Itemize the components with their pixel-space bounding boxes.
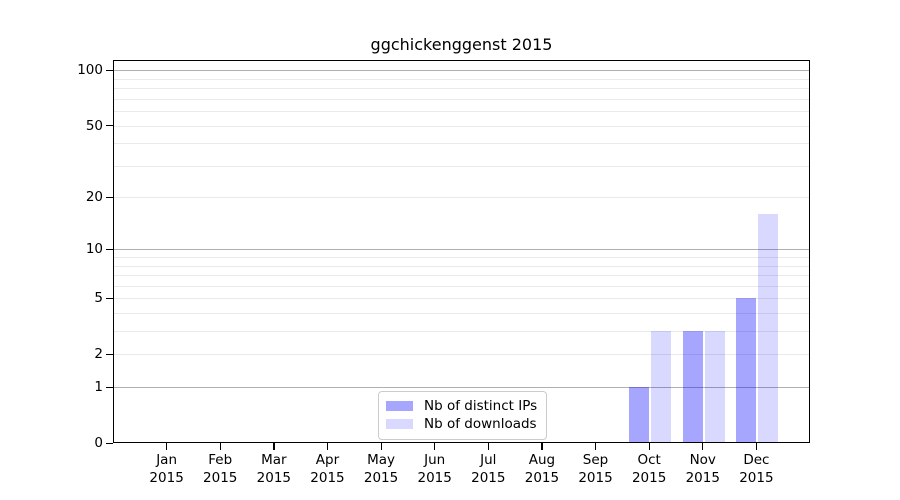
- x-tick-mark: [487, 443, 489, 450]
- y-tick-mark: [106, 442, 113, 444]
- x-tick-mark: [326, 443, 329, 450]
- legend-label: Nb of distinct IPs: [424, 398, 538, 414]
- y-tick-mark: [106, 386, 113, 388]
- grid-line-minor: [114, 313, 809, 315]
- x-tick-label-jun: Jun 2015: [405, 452, 465, 487]
- x-tick-month: Jul: [480, 452, 497, 468]
- grid-line-minor: [114, 88, 809, 90]
- grid-line-minor: [114, 285, 809, 287]
- x-tick-label-mar: Mar 2015: [244, 452, 304, 487]
- y-tick-label: 10: [85, 241, 103, 258]
- x-tick-label-apr: Apr 2015: [297, 452, 357, 487]
- grid-line-minor: [114, 125, 809, 127]
- x-tick-label-may: May 2015: [351, 452, 411, 487]
- legend-label: Nb of downloads: [424, 416, 537, 432]
- x-tick-mark: [541, 443, 543, 450]
- x-tick-month: Nov: [689, 452, 716, 468]
- x-tick-month: Apr: [315, 452, 340, 468]
- grid-line-minor: [114, 165, 809, 167]
- x-tick-month: May: [367, 452, 396, 468]
- bar-nb-of-downloads-nov: [704, 331, 725, 442]
- bar-nb-of-downloads-dec: [758, 214, 779, 442]
- y-tick-label: 2: [94, 346, 103, 363]
- x-tick-label-dec: Dec 2015: [726, 452, 786, 487]
- x-tick-label-oct: Oct 2015: [619, 452, 679, 487]
- grid-line-minor: [114, 298, 809, 300]
- grid-line-minor: [114, 354, 809, 356]
- x-tick-mark: [595, 443, 597, 450]
- x-tick-month: Mar: [261, 452, 287, 468]
- x-tick-mark: [273, 443, 275, 450]
- y-tick-mark: [106, 125, 113, 127]
- x-tick-year: 2015: [310, 469, 345, 486]
- grid-line-minor: [114, 111, 809, 113]
- grid-line-major: [114, 249, 809, 251]
- x-tick-mark: [434, 443, 436, 450]
- x-tick-label-sep: Sep 2015: [566, 452, 626, 487]
- x-tick-mark: [219, 443, 221, 450]
- x-tick-month: Sep: [582, 452, 609, 468]
- grid-line-minor: [114, 143, 809, 145]
- y-tick-label: 20: [85, 189, 103, 206]
- y-tick-label: 0: [94, 435, 103, 451]
- y-tick-label: 1: [94, 379, 103, 396]
- y-tick-mark: [106, 248, 113, 251]
- x-tick-year: 2015: [524, 469, 560, 486]
- x-tick-year: 2015: [739, 469, 774, 486]
- grid-line-minor: [114, 78, 809, 80]
- x-tick-month: Jan: [156, 452, 178, 468]
- y-tick-mark: [106, 297, 113, 300]
- x-tick-month: Aug: [528, 452, 556, 468]
- y-tick-mark: [106, 353, 113, 355]
- x-tick-label-feb: Feb 2015: [190, 452, 250, 487]
- legend: Nb of distinct IPs Nb of downloads: [378, 391, 548, 440]
- x-tick-year: 2015: [203, 469, 238, 486]
- x-tick-year: 2015: [363, 469, 399, 486]
- grid-line-minor: [114, 257, 809, 259]
- x-tick-year: 2015: [471, 469, 506, 486]
- chart-title: ggchickenggenst 2015: [370, 35, 553, 54]
- x-tick-year: 2015: [149, 469, 184, 486]
- x-tick-year: 2015: [685, 469, 720, 486]
- x-tick-month: Jun: [424, 452, 446, 468]
- y-tick-label: 100: [77, 62, 103, 79]
- x-tick-label-jan: Jan 2015: [137, 452, 197, 487]
- grid-line-minor: [114, 197, 809, 199]
- legend-swatch: [386, 401, 413, 411]
- x-tick-mark: [380, 443, 382, 450]
- grid-line-minor: [114, 265, 809, 267]
- bar-nb-of-distinct-ips-nov: [682, 331, 703, 442]
- grid-line-minor: [114, 275, 809, 277]
- x-tick-month: Oct: [637, 452, 661, 468]
- x-tick-mark: [166, 443, 168, 450]
- legend-row: Nb of downloads: [386, 415, 537, 433]
- grid-line-major: [114, 387, 809, 389]
- bar-nb-of-downloads-oct: [651, 331, 672, 442]
- x-tick-month: Dec: [743, 452, 770, 468]
- y-tick-label: 50: [85, 117, 103, 134]
- x-tick-label-jul: Jul 2015: [458, 452, 518, 487]
- plot-area: [113, 60, 810, 443]
- bar-nb-of-distinct-ips-dec: [736, 298, 757, 442]
- x-tick-year: 2015: [578, 469, 613, 486]
- y-tick-mark: [106, 196, 113, 198]
- x-tick-year: 2015: [256, 469, 292, 486]
- x-tick-mark: [755, 443, 758, 450]
- x-tick-label-aug: Aug 2015: [512, 452, 572, 487]
- bar-nb-of-distinct-ips-oct: [629, 387, 650, 442]
- x-tick-label-nov: Nov 2015: [673, 452, 733, 487]
- x-tick-mark: [648, 443, 650, 450]
- legend-swatch: [386, 419, 413, 429]
- x-tick-year: 2015: [631, 469, 667, 486]
- grid-line-major: [114, 70, 809, 72]
- x-tick-year: 2015: [417, 469, 452, 486]
- y-tick-mark: [106, 69, 113, 72]
- legend-row: Nb of distinct IPs: [386, 397, 537, 415]
- grid-line-minor: [114, 331, 809, 333]
- grid-line-minor: [114, 98, 809, 100]
- x-tick-mark: [702, 443, 704, 450]
- y-tick-label: 5: [94, 290, 103, 307]
- x-tick-month: Feb: [208, 452, 233, 468]
